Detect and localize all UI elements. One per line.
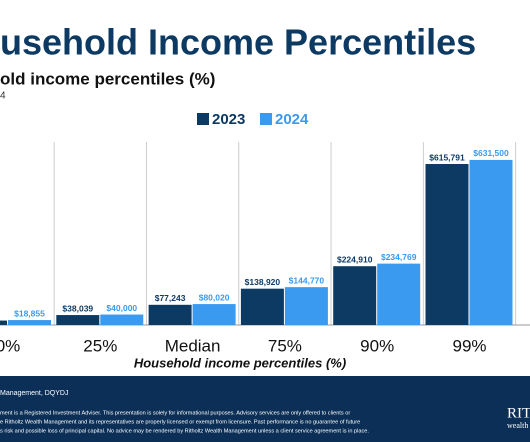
- value-label: $18,855: [14, 308, 45, 318]
- bar: [284, 287, 328, 325]
- legend-label: 2023: [212, 111, 245, 128]
- legend-swatch: [260, 113, 272, 125]
- value-label: $80,020: [199, 292, 230, 302]
- bar: [333, 266, 377, 325]
- disclaimer: e Ritholtz Wealth Management and its rep…: [0, 419, 360, 425]
- value-label: $615,791: [429, 152, 465, 162]
- value-label: $38,039: [62, 303, 93, 313]
- value-label: $40,000: [106, 303, 137, 313]
- legend-swatch: [197, 113, 209, 125]
- bar: [425, 164, 469, 325]
- x-tick-label: 75%: [268, 336, 302, 355]
- x-tick-label: 0%: [0, 336, 20, 355]
- bar: [148, 304, 192, 325]
- x-tick-label: 25%: [83, 336, 117, 355]
- chart-title: usehold Income Percentiles: [0, 22, 476, 63]
- value-label: $144,770: [289, 275, 325, 285]
- bar: [56, 315, 100, 325]
- x-axis-title: Household income percentiles (%): [134, 355, 346, 370]
- disclaimer: ment is a Registered Investment Adviser.…: [0, 410, 350, 416]
- bar: [240, 288, 284, 325]
- bar: [377, 263, 421, 325]
- x-tick-label: 90%: [360, 336, 394, 355]
- value-label: $138,920: [245, 277, 281, 287]
- value-label: $224,910: [337, 254, 373, 264]
- x-tick-label: 99%: [452, 336, 486, 355]
- chart-subtitle-note: 4: [0, 91, 6, 102]
- x-tick-label: Median: [165, 336, 221, 355]
- value-label: $77,243: [155, 293, 186, 303]
- value-label: $234,769: [381, 252, 417, 262]
- source: Management, DQYDJ: [0, 390, 68, 397]
- disclaimer: s risk and possible loss of principal ca…: [0, 428, 369, 434]
- chart-subtitle: old income percentiles (%): [0, 69, 215, 88]
- logo: wealth: [507, 421, 528, 430]
- bar: [100, 314, 144, 325]
- bar: [8, 320, 51, 325]
- logo: RIT: [507, 405, 530, 421]
- footer-band: [0, 376, 530, 442]
- value-label: $631,500: [473, 148, 509, 158]
- bar: [192, 304, 236, 325]
- bar: [469, 159, 513, 325]
- legend-label: 2024: [275, 111, 309, 128]
- bar: [0, 320, 7, 325]
